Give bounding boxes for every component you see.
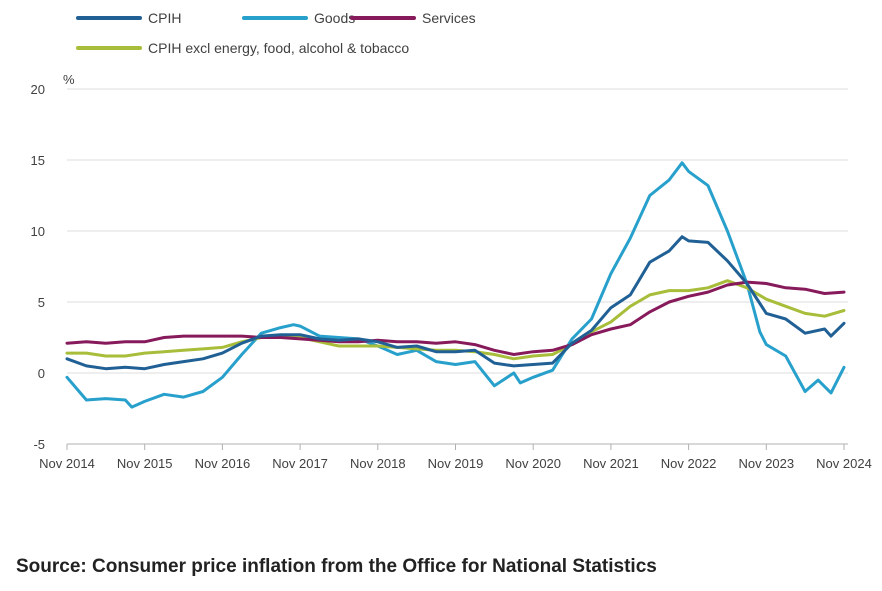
x-axis: Nov 2014 Nov 2015 Nov 2016 Nov 2017 Nov 2018… <box>39 444 872 471</box>
y-tick-label-1: 15 <box>31 153 45 168</box>
y-tick-label-5: -5 <box>33 437 45 452</box>
y-tick-label-4: 0 <box>38 366 45 381</box>
x-tick-label-8: Nov 2022 <box>661 456 717 471</box>
x-tick-label-10: Nov 2024 <box>816 456 872 471</box>
legend-label-3: CPIH excl energy, food, alcohol & tobacc… <box>148 40 409 56</box>
x-tick-label-5: Nov 2019 <box>428 456 484 471</box>
y-tick-label-0: 20 <box>31 82 45 97</box>
series-line-cpih-excl-energy-food-alcohol-tobacco <box>65 279 846 361</box>
legend-label-1: Goods <box>314 10 355 26</box>
y-tick-label-2: 10 <box>31 224 45 239</box>
series-line-services <box>65 280 846 356</box>
x-tick-label-3: Nov 2017 <box>272 456 328 471</box>
y-axis-unit-label: % <box>63 72 75 87</box>
y-tick-label-3: 5 <box>38 295 45 310</box>
x-tick-label-0: Nov 2014 <box>39 456 95 471</box>
gridlines <box>67 88 848 445</box>
x-tick-label-4: Nov 2018 <box>350 456 406 471</box>
legend-label-2: Services <box>422 10 476 26</box>
x-tick-label-6: Nov 2020 <box>505 456 561 471</box>
chart-legend: CPIH Goods Services CPIH excl energy, food,… <box>76 10 476 56</box>
y-axis: 20 15 10 5 0 -5 <box>31 82 45 452</box>
source-caption: Source: Consumer price inflation from th… <box>16 556 657 577</box>
x-tick-label-2: Nov 2016 <box>195 456 251 471</box>
series-line-cpih <box>65 235 846 371</box>
series-line-goods <box>65 161 846 409</box>
series-lines <box>65 161 846 409</box>
x-tick-label-1: Nov 2015 <box>117 456 173 471</box>
x-tick-label-9: Nov 2023 <box>738 456 794 471</box>
x-tick-label-7: Nov 2021 <box>583 456 639 471</box>
legend-label-0: CPIH <box>148 10 181 26</box>
